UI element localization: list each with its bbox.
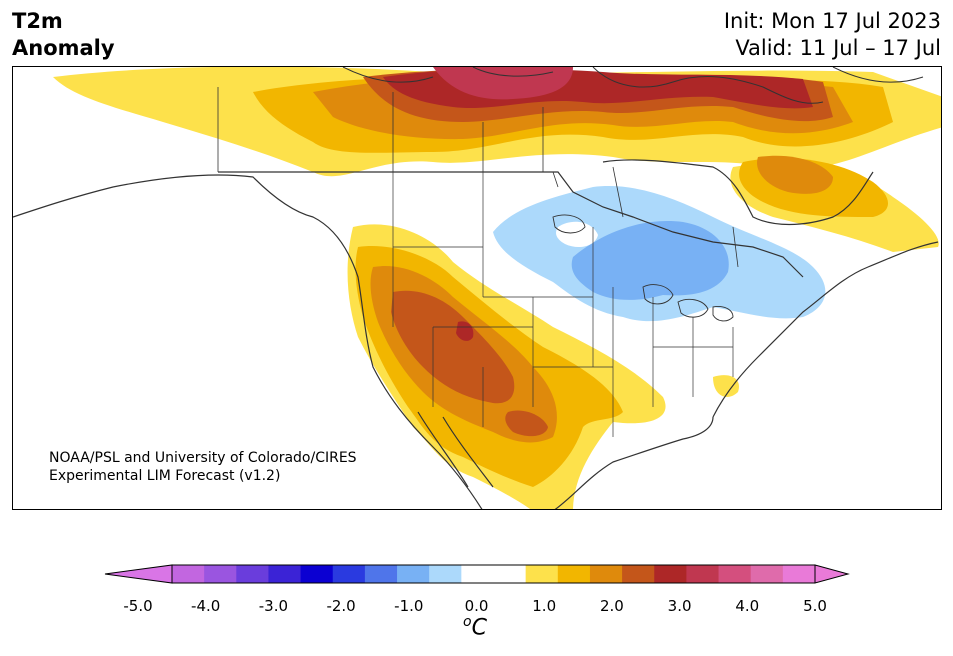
colorbar-cell <box>364 565 398 583</box>
coastlines-and-borders <box>13 67 939 509</box>
colorbar-tick-label: 4.0 <box>735 597 760 615</box>
colorbar-cell <box>589 565 623 583</box>
colorbar-cell <box>750 565 784 583</box>
cool-anomaly-areas <box>493 186 826 322</box>
cool-region-2 <box>571 221 729 300</box>
arctic-islands <box>342 67 924 104</box>
warm-region-carolinas <box>713 375 739 397</box>
colorbar-cell <box>525 565 559 583</box>
colorbar-tick-label: -4.0 <box>191 597 221 615</box>
init-date: Init: Mon 17 Jul 2023 <box>723 9 941 33</box>
credit-text: NOAA/PSL and University of Colorado/CIRE… <box>49 449 357 485</box>
map-canvas <box>13 67 941 509</box>
colorbar-cell <box>236 565 269 583</box>
credit-line-1: NOAA/PSL and University of Colorado/CIRE… <box>49 450 357 466</box>
title-type: Anomaly <box>12 36 115 60</box>
us-state-lines <box>392 172 734 437</box>
us-canada-border <box>218 171 804 278</box>
valid-period: Valid: 11 Jul – 17 Jul <box>735 36 941 60</box>
colorbar-tick-label: 1.0 <box>532 597 557 615</box>
colorbar-tick-label: 0.0 <box>464 597 489 615</box>
great-lakes <box>642 284 734 322</box>
hudson-bay-coast <box>602 159 874 226</box>
warm-region-west-4 <box>391 290 515 404</box>
map-title: T2m Anomaly <box>12 8 115 62</box>
colorbar-cell <box>686 565 720 583</box>
colorbar-over-arrow <box>814 564 850 584</box>
colorbar-cell <box>300 565 334 583</box>
east-coastline <box>712 241 939 418</box>
unit-letter: C <box>471 615 487 641</box>
colorbar-tick-label: -2.0 <box>326 597 356 615</box>
colorbar-tick-label: -3.0 <box>258 597 289 615</box>
colorbar-unit-label: oC <box>463 614 487 640</box>
colorbar-cell <box>268 565 302 583</box>
warm-anomaly-areas <box>53 67 941 509</box>
hudson-bay-islands <box>552 214 586 234</box>
colorbar <box>104 564 850 584</box>
colorbar-cell <box>332 565 366 583</box>
colorbar-tick-label: -5.0 <box>123 597 153 615</box>
warm-region-hotspot <box>456 321 474 341</box>
colorbar-cell <box>654 565 687 583</box>
colorbar-tick-label: 5.0 <box>803 597 827 615</box>
colorbar-cell <box>461 565 494 583</box>
canada-province-lines <box>217 87 739 268</box>
colorbar-frame <box>171 564 816 584</box>
colorbar-cell <box>557 565 591 583</box>
colorbar-cell <box>397 565 430 583</box>
title-variable: T2m <box>12 9 63 33</box>
colorbar-cell <box>622 565 655 583</box>
colorbar-tick-label: 2.0 <box>599 597 624 615</box>
colorbar-tick-label: -1.0 <box>394 597 424 615</box>
warm-region-southwest-4 <box>505 410 548 437</box>
colorbar-cell <box>493 565 527 583</box>
colorbar-cell <box>172 565 205 583</box>
colorbar-cell <box>718 565 752 583</box>
colorbar-cell <box>429 565 462 583</box>
credit-line-2: Experimental LIM Forecast (v1.2) <box>49 468 281 484</box>
warm-region-east-canada-3 <box>757 155 833 194</box>
colorbar-cell <box>204 565 237 583</box>
colorbar-cell <box>782 565 816 583</box>
gulf-coast <box>554 416 714 509</box>
unit-superscript: o <box>463 614 472 630</box>
colorbar-under-arrow <box>104 564 173 584</box>
colorbar-cells <box>172 565 816 583</box>
west-coastline <box>13 174 483 509</box>
cool-region-hole <box>556 221 598 247</box>
temperature-anomaly-map <box>12 66 942 510</box>
baja-peninsula <box>417 411 494 488</box>
colorbar-tick-label: 3.0 <box>667 597 692 615</box>
forecast-dates: Init: Mon 17 Jul 2023 Valid: 11 Jul – 17… <box>724 8 941 62</box>
